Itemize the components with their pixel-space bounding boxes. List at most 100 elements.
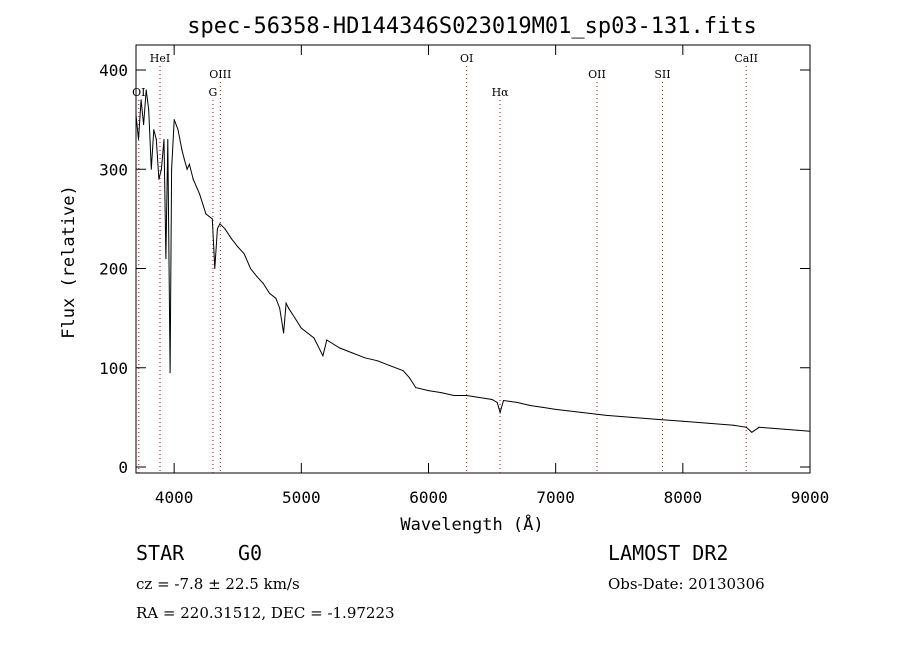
- spectrum-point-51: [389, 365, 391, 367]
- y-tick-label-300: 300: [99, 160, 128, 179]
- spectrum-point-25: [211, 218, 213, 220]
- spectrum-point-2: [140, 99, 142, 101]
- spectrum-point-36: [269, 292, 270, 294]
- spectrum-point-52: [402, 370, 404, 372]
- spectrum-line-0: [135, 89, 811, 433]
- spectrum-point-1: [138, 139, 139, 140]
- spectrum-point-13: [167, 139, 169, 140]
- spectrum-point-58: [466, 395, 468, 396]
- emission-line-label-1: HeI: [150, 52, 170, 65]
- coordinates: RA = 220.31512, DEC = -1.97223: [136, 604, 395, 622]
- spectrum-point-53: [408, 377, 410, 379]
- emission-line-label-0: OI: [132, 86, 145, 99]
- x-tick-label-8000: 8000: [664, 488, 703, 507]
- spectrum-point-66: [542, 406, 544, 408]
- spectrum-point-73: [707, 422, 709, 424]
- y-tick-label-0: 0: [118, 458, 128, 477]
- spectrum-point-61: [496, 402, 498, 403]
- spectrum-point-49: [364, 357, 366, 359]
- x-axis-label: Wavelength (Å): [400, 513, 543, 535]
- spectrum-point-3: [143, 124, 145, 126]
- spectrum-point-23: [199, 193, 201, 195]
- spectrum-point-64: [517, 402, 518, 403]
- spectrum-point-11: [163, 139, 165, 140]
- spectrum-point-79: [784, 428, 786, 430]
- spectrum-point-29: [224, 228, 226, 230]
- spectrum-point-19: [183, 158, 185, 160]
- spectrum-point-12: [165, 258, 167, 260]
- spectrum-point-44: [313, 337, 315, 339]
- spectrum-point-17: [177, 129, 179, 131]
- spectrum-point-70: [631, 416, 633, 418]
- spectrum-point-6: [150, 168, 152, 170]
- spectrum-point-8: [155, 139, 157, 140]
- emission-line-label-6: OII: [588, 68, 606, 81]
- spectrum-point-24: [205, 213, 207, 215]
- spectrum-point-65: [529, 405, 531, 406]
- spectrum-point-37: [275, 297, 277, 299]
- spectrum-point-14: [169, 372, 171, 374]
- spectrum-point-42: [294, 317, 296, 319]
- emission-lines: OI HeI OIII G OI Hα OII SII CaII: [132, 52, 758, 473]
- spectrum-point-45: [322, 355, 324, 357]
- spectrum-point-67: [555, 408, 557, 410]
- spectrum-point-28: [219, 223, 221, 225]
- spectrum-point-27: [216, 228, 218, 230]
- spectrum-point-40: [285, 302, 287, 304]
- spectrum-point-0: [135, 114, 137, 116]
- spectrum-point-10: [160, 168, 162, 170]
- spectrum-point-43: [300, 327, 302, 329]
- spectrum-point-9: [158, 178, 160, 180]
- spectrum-point-76: [751, 431, 753, 433]
- emission-line-label-8: CaII: [734, 52, 758, 65]
- observation-date: Obs-Date: 20130306: [608, 575, 765, 593]
- spectrum-point-50: [377, 360, 379, 362]
- spectrum-point-32: [243, 253, 245, 255]
- spectrum-point-7: [153, 129, 155, 131]
- spectrum-point-31: [237, 246, 239, 248]
- object-type: STAR: [136, 541, 185, 565]
- y-tick-label-400: 400: [99, 61, 128, 80]
- spectrum-point-72: [682, 420, 684, 422]
- spectrum-point-16: [173, 119, 175, 121]
- survey-name: LAMOST DR2: [608, 541, 729, 565]
- spectrum-point-21: [188, 163, 190, 165]
- spectrum-point-22: [192, 178, 194, 180]
- emission-line-label-7: SII: [654, 68, 670, 81]
- emission-line-label-3: G: [209, 86, 218, 99]
- spectrum-point-63: [503, 400, 504, 401]
- y-tick-label-200: 200: [99, 260, 128, 279]
- spectrum-point-20: [186, 168, 188, 170]
- spectrum-point-57: [453, 395, 455, 396]
- spectrum-point-15: [171, 168, 173, 170]
- spectrum-point-55: [428, 390, 429, 392]
- x-tick-label-7000: 7000: [536, 488, 575, 507]
- spectrum-point-77: [758, 426, 760, 428]
- spectrum-point-48: [351, 352, 353, 354]
- y-tick-label-100: 100: [99, 359, 128, 378]
- spectrum-point-34: [256, 275, 258, 277]
- spectrum-point-74: [733, 424, 735, 426]
- x-tick-label-5000: 5000: [282, 488, 321, 507]
- spectrum-point-81: [809, 430, 811, 432]
- spectrum-point-75: [745, 426, 747, 428]
- spectrum-point-26: [214, 268, 216, 269]
- subclass: G0: [238, 541, 263, 565]
- redshift-cz: cz = -7.8 ± 22.5 km/s: [136, 575, 300, 593]
- spectrum-point-38: [279, 307, 281, 309]
- spectrum-point-62: [499, 411, 501, 413]
- spectrum-point-30: [230, 238, 232, 240]
- x-tick-label-4000: 4000: [155, 488, 194, 507]
- chart-title: spec-56358-HD144346S023019M01_sp03-131.f…: [187, 14, 757, 39]
- emission-line-label-5: Hα: [492, 86, 510, 99]
- spectrum-point-39: [283, 332, 285, 334]
- x-tick-label-9000: 9000: [791, 488, 830, 507]
- plot-frame: [135, 44, 811, 474]
- spectrum-point-5: [148, 109, 150, 111]
- x-tick-label-6000: 6000: [409, 488, 448, 507]
- spectrum-point-68: [580, 411, 582, 413]
- spectrum-point-78: [771, 427, 773, 429]
- spectrum-point-69: [606, 414, 607, 416]
- spectrum-point-71: [656, 418, 658, 420]
